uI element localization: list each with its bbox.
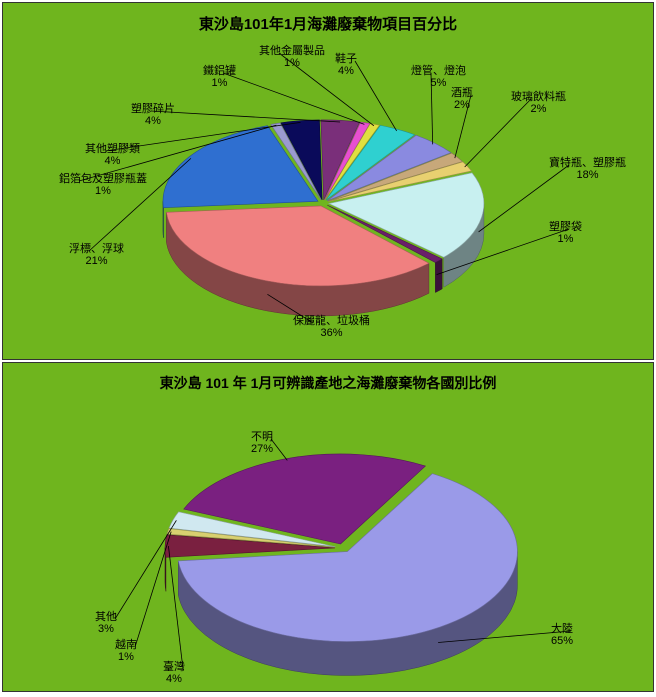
slice-label-pct: 1% [203,77,236,89]
slice-label-pct: 4% [163,673,185,685]
slice-label: 鐵鋁罐1% [203,65,236,89]
slice-label-text: 鞋子 [335,53,357,65]
chart-panel-countries: 東沙島 101 年 1月可辨識產地之海灘廢棄物各國別比例 大陸65%臺灣4%越南… [2,362,654,692]
slice-label-pct: 2% [451,99,473,111]
slice-label-text: 越南 [115,639,137,651]
slice-label: 不明27% [251,431,273,455]
slice-label: 臺灣4% [163,661,185,685]
slice-label-text: 寶特瓶、塑膠瓶 [549,157,626,169]
slice-label-text: 其他金屬製品 [259,45,325,57]
slice-label: 其他塑膠類4% [85,143,140,167]
slice-label: 其他金屬製品1% [259,45,325,69]
slice-label: 浮標、浮球21% [69,243,124,267]
slice-label: 寶特瓶、塑膠瓶18% [549,157,626,181]
slice-label-pct: 18% [549,169,626,181]
slice-label-text: 塑膠碎片 [131,103,175,115]
slice-label-pct: 4% [131,115,175,127]
slice-label: 玻璃飲料瓶2% [511,91,566,115]
slice-label-text: 保麗龍、垃圾桶 [293,315,370,327]
slice-label: 塑膠袋1% [549,221,582,245]
slice-label-text: 其他 [95,611,117,623]
slice-label-pct: 1% [115,651,137,663]
slice-label: 鞋子4% [335,53,357,77]
slice-label-text: 酒瓶 [451,87,473,99]
slice-label-text: 塑膠袋 [549,221,582,233]
slice-label-text: 大陸 [551,623,573,635]
slice-label-text: 鋁箔包及塑膠瓶蓋 [59,173,147,185]
slice-label-pct: 2% [511,103,566,115]
slice-label: 大陸65% [551,623,573,647]
slice-label: 保麗龍、垃圾桶36% [293,315,370,339]
slice-label-pct: 1% [549,233,582,245]
slice-label-pct: 21% [69,255,124,267]
slice-label-pct: 36% [293,327,370,339]
slice-label-text: 其他塑膠類 [85,143,140,155]
slice-label-text: 不明 [251,431,273,443]
slice-label-pct: 4% [85,155,140,167]
slice-label-pct: 27% [251,443,273,455]
slice-label: 其他3% [95,611,117,635]
slice-label-text: 鐵鋁罐 [203,65,236,77]
slice-label: 越南1% [115,639,137,663]
slice-label-pct: 3% [95,623,117,635]
slice-label-text: 玻璃飲料瓶 [511,91,566,103]
slice-label-text: 臺灣 [163,661,185,673]
slice-label-pct: 4% [335,65,357,77]
slice-label: 燈管、燈泡5% [411,65,466,89]
slice-label: 塑膠碎片4% [131,103,175,127]
slice-label-pct: 65% [551,635,573,647]
slice-label: 鋁箔包及塑膠瓶蓋1% [59,173,147,197]
slice-label: 酒瓶2% [451,87,473,111]
slice-label-text: 浮標、浮球 [69,243,124,255]
chart-panel-items: 東沙島101年1月海灘廢棄物項目百分比 燈管、燈泡5%酒瓶2%玻璃飲料瓶2%寶特… [2,2,654,360]
slice-label-text: 燈管、燈泡 [411,65,466,77]
slice-label-pct: 1% [59,185,147,197]
slice-label-pct: 1% [259,57,325,69]
